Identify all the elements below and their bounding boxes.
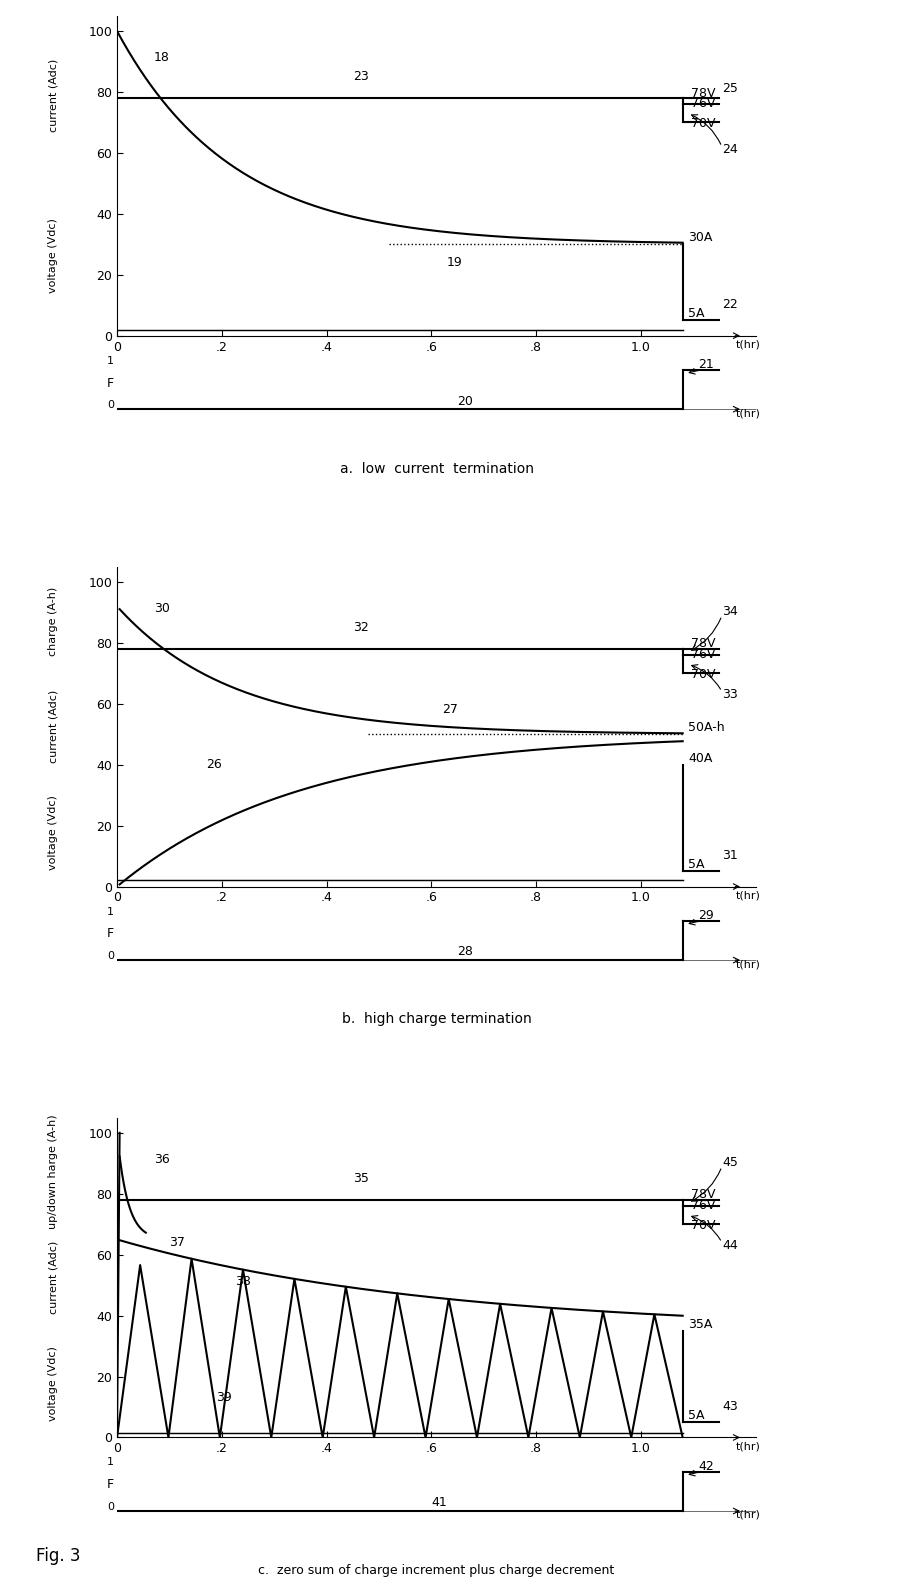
Text: 30: 30 (154, 602, 169, 615)
Text: t(hr): t(hr) (735, 959, 760, 969)
Text: 5A: 5A (688, 858, 705, 871)
Text: t(hr): t(hr) (735, 1510, 760, 1520)
Text: 78V: 78V (690, 87, 715, 100)
Text: 29: 29 (698, 910, 714, 923)
Text: 20: 20 (457, 395, 473, 408)
Text: 1: 1 (107, 1457, 113, 1468)
Text: 38: 38 (235, 1275, 251, 1288)
Text: 22: 22 (722, 299, 738, 311)
Text: Fig. 3: Fig. 3 (36, 1547, 80, 1566)
Text: 41: 41 (431, 1496, 447, 1509)
Text: 78V: 78V (690, 637, 715, 651)
Text: 26: 26 (206, 758, 221, 771)
Text: 35: 35 (353, 1172, 369, 1185)
Text: 42: 42 (698, 1460, 714, 1473)
Text: 19: 19 (447, 256, 463, 269)
Text: 1: 1 (107, 356, 113, 365)
Text: t(hr): t(hr) (735, 891, 760, 901)
Text: 28: 28 (457, 945, 473, 959)
Text: 70V: 70V (690, 1218, 715, 1232)
Text: 5A: 5A (688, 308, 705, 321)
Text: voltage (Vdc): voltage (Vdc) (48, 1346, 58, 1420)
Text: voltage (Vdc): voltage (Vdc) (48, 795, 58, 869)
Text: 76V: 76V (690, 1199, 715, 1212)
Text: 70V: 70V (690, 668, 715, 681)
Text: 37: 37 (169, 1236, 185, 1248)
Text: current (Adc): current (Adc) (48, 58, 58, 133)
Text: 39: 39 (217, 1390, 232, 1405)
Text: 23: 23 (353, 70, 368, 82)
Text: t(hr): t(hr) (735, 1441, 760, 1452)
Text: 50A-h: 50A-h (688, 720, 724, 735)
Text: 31: 31 (722, 848, 738, 863)
Text: 34: 34 (722, 605, 738, 618)
Text: 36: 36 (154, 1153, 169, 1166)
Text: 5A: 5A (688, 1409, 705, 1422)
Text: 43: 43 (722, 1400, 738, 1413)
Text: 30A: 30A (688, 231, 712, 245)
Text: F: F (107, 927, 113, 940)
Text: c.  zero sum of charge increment plus charge decrement: c. zero sum of charge increment plus cha… (258, 1564, 615, 1577)
Text: a.  low  current  termination: a. low current termination (339, 461, 534, 476)
Text: 32: 32 (353, 621, 368, 634)
Text: 44: 44 (722, 1239, 738, 1251)
Text: voltage (Vdc): voltage (Vdc) (48, 218, 58, 294)
Text: 0: 0 (107, 951, 113, 961)
Text: current (Adc): current (Adc) (48, 1240, 58, 1315)
Text: 70V: 70V (690, 117, 715, 130)
Text: 24: 24 (722, 142, 738, 156)
Text: 18: 18 (154, 52, 169, 65)
Text: b.  high charge termination: b. high charge termination (342, 1013, 531, 1027)
Text: t(hr): t(hr) (735, 340, 760, 349)
Text: 0: 0 (107, 1503, 113, 1512)
Text: 0: 0 (107, 400, 113, 411)
Text: charge (A-h): charge (A-h) (48, 586, 58, 656)
Text: current (Adc): current (Adc) (48, 690, 58, 763)
Text: 45: 45 (722, 1157, 738, 1169)
Text: 25: 25 (722, 82, 738, 95)
Text: 21: 21 (698, 359, 714, 371)
Text: 78V: 78V (690, 1188, 715, 1201)
Text: 1: 1 (107, 907, 113, 916)
Text: t(hr): t(hr) (735, 408, 760, 419)
Text: 33: 33 (722, 687, 738, 700)
Text: 35A: 35A (688, 1318, 712, 1330)
Text: 76V: 76V (690, 98, 715, 111)
Text: up/down harge (A-h): up/down harge (A-h) (48, 1114, 58, 1229)
Text: 27: 27 (442, 703, 457, 716)
Text: F: F (107, 376, 113, 390)
Text: 76V: 76V (690, 648, 715, 660)
Text: F: F (107, 1479, 113, 1492)
Text: 40A: 40A (688, 752, 712, 765)
